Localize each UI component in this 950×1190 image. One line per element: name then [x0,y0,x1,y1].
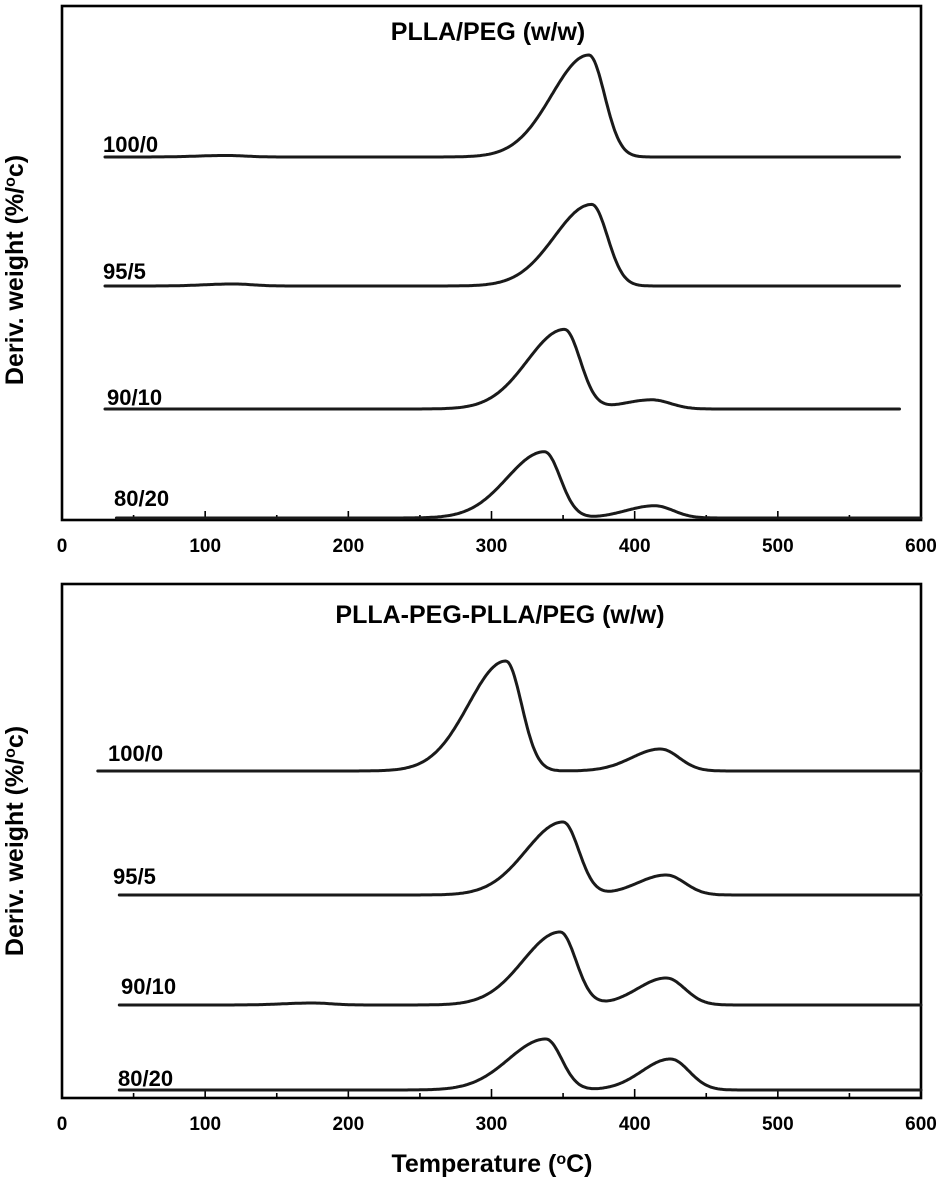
series-line-90-10 [103,327,901,411]
panel-top: PLLA/PEG (w/w) Deriv. weight (%/oc) 0 100… [1,4,937,557]
series-line-100-0 [96,659,923,773]
panel-bottom-title: PLLA-PEG-PLLA/PEG (w/w) [335,601,664,629]
series-label-100-0: 100/0 [108,741,163,766]
series-label-95-5: 95/5 [103,259,146,284]
panel-top-y-axis-label: Deriv. weight (%/oc) [1,155,29,385]
x-tick-label-0: 0 [57,1114,68,1135]
x-tick-label-300: 300 [476,1114,508,1135]
series-label-80-20: 80/20 [118,1066,173,1091]
series-label-95-5: 95/5 [113,864,156,889]
x-tick-label-200: 200 [332,1114,364,1135]
x-tick-label-100: 100 [189,1114,221,1135]
series-label-90-10: 90/10 [121,974,176,999]
panel-bottom-x-tick-labels: 0 100 200 300 400 500 600 [57,1114,937,1135]
x-tick-label-600: 600 [905,536,937,557]
x-tick-label-200: 200 [332,536,364,557]
panel-top-title: PLLA/PEG (w/w) [391,18,585,46]
series-line-100-0 [103,53,901,159]
series-line-95-5 [103,202,901,288]
series-line-95-5 [117,820,923,897]
x-tick-label-600: 600 [905,1114,937,1135]
x-tick-label-300: 300 [476,536,508,557]
panel-bottom-y-axis-label: Deriv. weight (%/oc) [1,726,29,956]
panel-bottom: PLLA-PEG-PLLA/PEG (w/w) Deriv. weight (%… [1,582,937,1135]
x-axis-label: Temperature (oC) [391,1150,592,1178]
panel-top-curves [103,53,923,520]
x-tick-label-500: 500 [762,1114,794,1135]
series-line-90-10 [117,930,923,1007]
panel-top-series-labels: 100/0 95/5 90/10 80/20 [103,132,169,511]
panel-bottom-series-labels: 100/0 95/5 90/10 80/20 [108,741,176,1091]
series-line-80-20 [114,450,923,520]
panel-top-x-tick-labels: 0 100 200 300 400 500 600 [57,536,937,557]
series-line-80-20 [117,1037,923,1092]
series-label-80-20: 80/20 [114,486,169,511]
series-label-100-0: 100/0 [103,132,158,157]
x-tick-label-100: 100 [189,536,221,557]
panel-bottom-curves [96,659,923,1092]
x-tick-label-400: 400 [619,1114,651,1135]
x-tick-label-500: 500 [762,536,794,557]
panel-bottom-x-ticks [61,1089,922,1098]
x-tick-label-0: 0 [57,536,68,557]
x-tick-label-400: 400 [619,536,651,557]
panel-bottom-frame [60,582,923,1100]
series-label-90-10: 90/10 [107,385,162,410]
panel-top-frame [60,4,923,522]
